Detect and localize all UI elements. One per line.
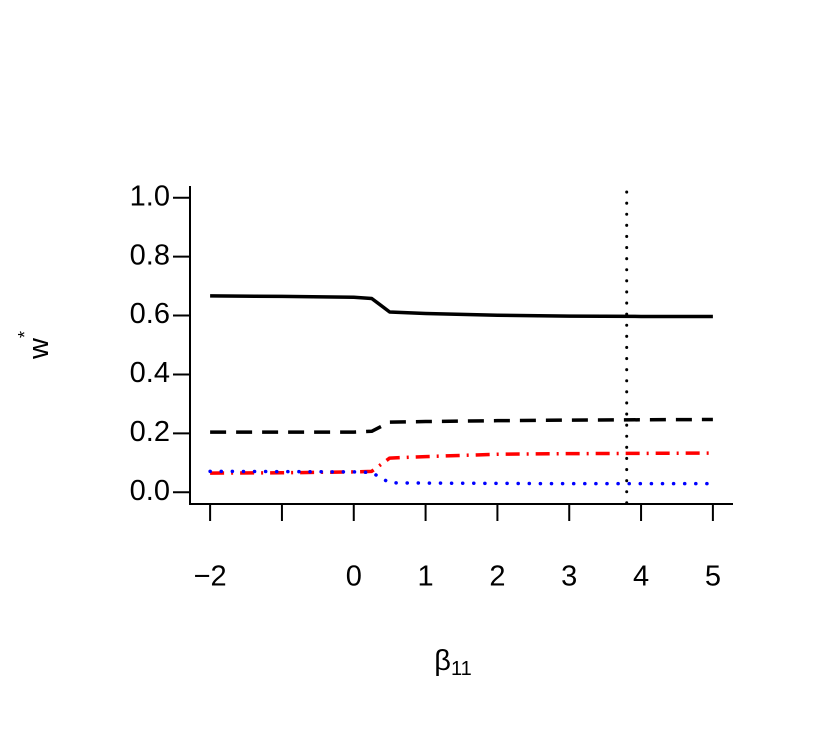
y-axis-label-base: w xyxy=(23,337,55,360)
series-line xyxy=(210,417,713,434)
axes xyxy=(189,186,733,505)
series-line xyxy=(210,451,713,475)
x-tick-label: 2 xyxy=(489,561,505,593)
series-line xyxy=(210,294,713,319)
x-axis-label-base: β xyxy=(434,645,451,677)
x-tick-label: −2 xyxy=(194,561,227,593)
y-tick-label: 1.0 xyxy=(130,180,170,212)
x-tick-label: 1 xyxy=(418,561,434,593)
series-line xyxy=(208,469,715,486)
y-tick-label: 0.2 xyxy=(130,416,170,448)
x-axis-label-sub: 11 xyxy=(451,658,472,680)
y-tick-label: 0.0 xyxy=(130,475,170,507)
y-axis-label: w* xyxy=(15,331,55,360)
x-tick-label: 4 xyxy=(633,561,649,593)
y-tick-label: 0.8 xyxy=(130,239,170,271)
y-tick-label: 0.4 xyxy=(130,357,170,389)
x-tick-label: 3 xyxy=(561,561,577,593)
x-tick-label: 0 xyxy=(346,561,362,593)
x-tick-label: 5 xyxy=(705,561,721,593)
y-axis-label-sup: * xyxy=(15,331,35,338)
y-tick-label: 0.6 xyxy=(130,298,170,330)
x-axis-label: β11 xyxy=(434,645,471,681)
